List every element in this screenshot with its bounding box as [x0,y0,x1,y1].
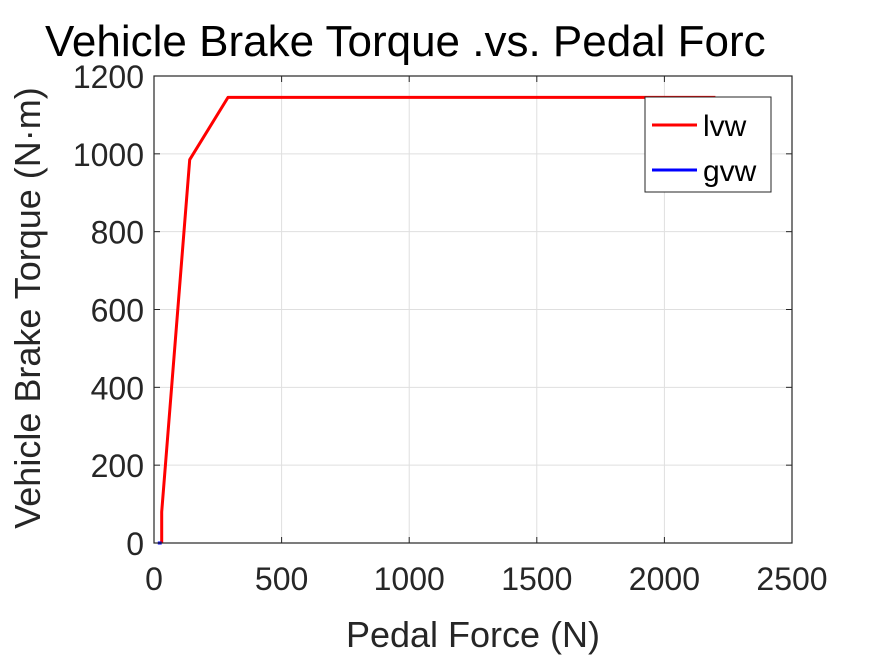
y-tick-label: 400 [91,370,144,406]
series-line-lvw [160,95,716,543]
x-tick-label: 500 [255,561,308,597]
x-axis-label: Pedal Force (N) [346,614,600,655]
x-tick-labels: 0 500 1000 1500 2000 2500 [145,561,827,597]
legend-label-gvw: gvw [703,155,757,188]
y-tick-label: 200 [91,448,144,484]
legend-box [644,96,772,193]
axis-ticks [153,75,793,544]
y-tick-label: 1200 [73,59,144,95]
series-lines [157,95,716,545]
y-tick-label: 600 [91,293,144,329]
y-tick-label: 0 [126,526,144,562]
x-tick-label: 0 [145,561,163,597]
y-axis-label: Vehicle Brake Torque (N·m) [7,87,48,529]
x-tick-label: 2000 [629,561,700,597]
legend: lvw gvw [644,96,772,193]
x-tick-label: 1000 [374,561,445,597]
y-tick-label: 1000 [73,137,144,173]
chart-title: Vehicle Brake Torque .vs. Pedal Forc [45,17,766,66]
legend-label-lvw: lvw [703,110,747,143]
y-tick-labels: 0 200 400 600 800 1000 1200 [73,59,144,562]
x-tick-label: 2500 [756,561,827,597]
x-tick-label: 1500 [501,561,572,597]
y-tick-label: 800 [91,215,144,251]
